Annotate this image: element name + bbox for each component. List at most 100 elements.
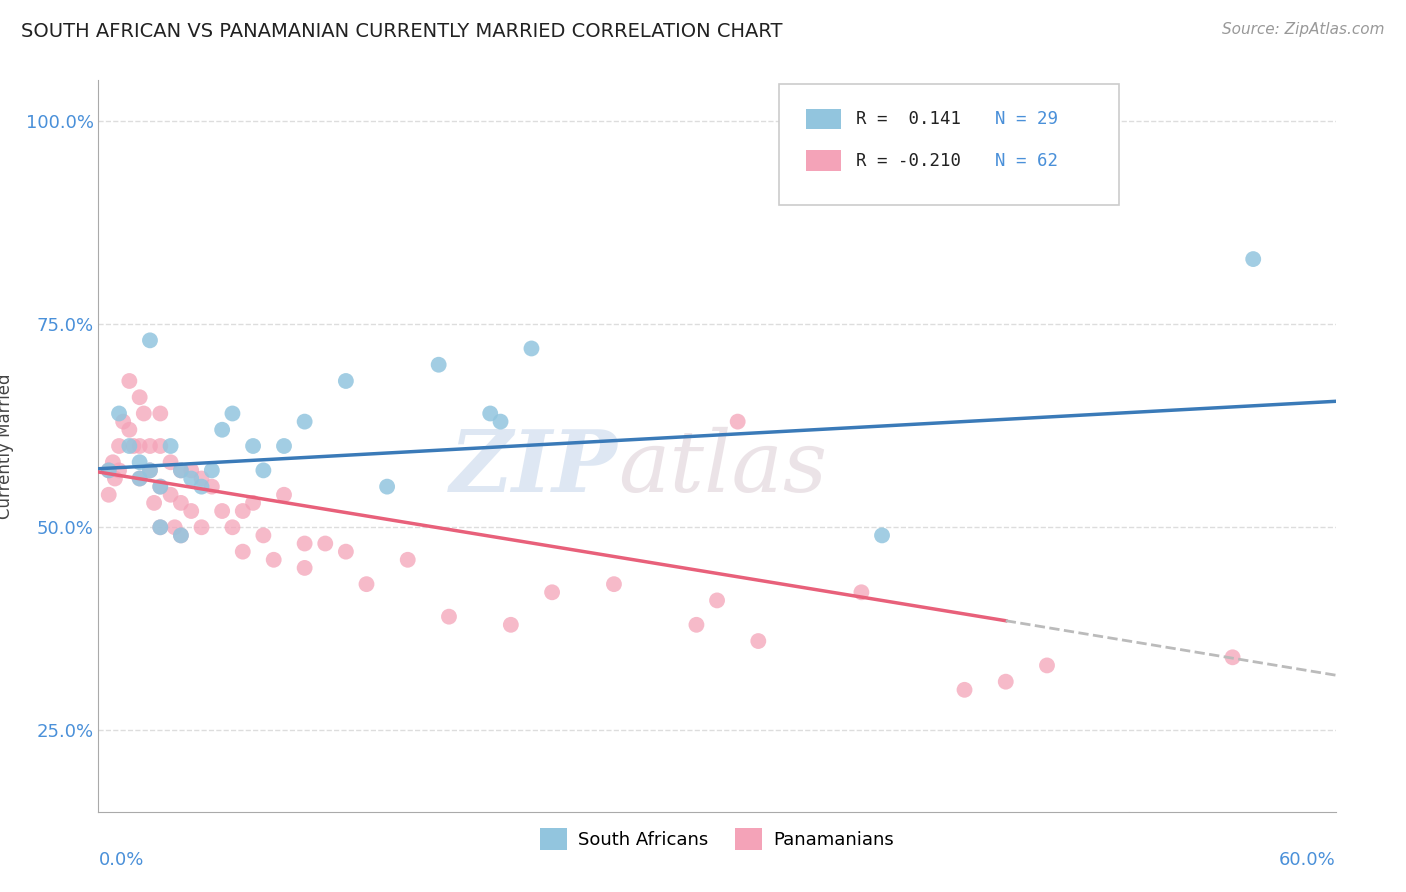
Point — [314, 536, 336, 550]
Point — [118, 374, 141, 388]
Point — [180, 471, 202, 485]
Point — [149, 520, 172, 534]
Point — [211, 423, 233, 437]
Point — [97, 488, 120, 502]
Point — [706, 593, 728, 607]
Point — [221, 407, 243, 421]
Point — [499, 617, 522, 632]
Point — [159, 488, 181, 502]
Point — [190, 520, 212, 534]
Text: R =  0.141: R = 0.141 — [856, 110, 960, 128]
Point — [149, 520, 172, 534]
Point — [139, 463, 162, 477]
Point — [180, 463, 202, 477]
Point — [273, 488, 295, 502]
Point — [201, 463, 224, 477]
Point — [851, 585, 873, 599]
Point — [1241, 252, 1264, 266]
Point — [263, 553, 285, 567]
Point — [139, 439, 162, 453]
Point — [108, 407, 131, 421]
Point — [335, 374, 357, 388]
Point — [170, 528, 193, 542]
Point — [1036, 658, 1059, 673]
Point — [118, 439, 141, 453]
Point — [953, 682, 976, 697]
Point — [437, 609, 460, 624]
Point — [201, 480, 224, 494]
Point — [335, 544, 357, 558]
Point — [128, 390, 150, 404]
Point — [128, 471, 150, 485]
Point — [294, 415, 316, 429]
Point — [994, 674, 1017, 689]
Point — [190, 471, 212, 485]
Point — [396, 553, 419, 567]
Point — [101, 455, 124, 469]
Text: N = 29: N = 29 — [995, 110, 1059, 128]
Point — [170, 463, 193, 477]
Text: atlas: atlas — [619, 426, 827, 509]
Point — [211, 504, 233, 518]
Point — [232, 544, 254, 558]
Point — [294, 536, 316, 550]
Point — [139, 463, 162, 477]
Point — [108, 439, 131, 453]
Point — [180, 504, 202, 518]
Point — [747, 634, 769, 648]
Text: N = 62: N = 62 — [995, 152, 1059, 169]
Point — [232, 504, 254, 518]
Point — [143, 496, 166, 510]
Point — [149, 407, 172, 421]
Point — [479, 407, 502, 421]
Point — [97, 463, 120, 477]
Point — [132, 407, 155, 421]
Point — [252, 463, 274, 477]
Point — [122, 439, 145, 453]
Point — [273, 439, 295, 453]
Point — [870, 528, 893, 542]
Point — [1118, 813, 1140, 827]
Point — [108, 463, 131, 477]
Y-axis label: Currently Married: Currently Married — [0, 373, 14, 519]
Text: ZIP: ZIP — [450, 426, 619, 509]
Text: 60.0%: 60.0% — [1279, 851, 1336, 869]
Point — [375, 480, 398, 494]
Point — [294, 561, 316, 575]
Point — [112, 415, 135, 429]
Point — [104, 471, 127, 485]
Point — [149, 439, 172, 453]
Point — [520, 342, 543, 356]
Point — [149, 480, 172, 494]
Point — [242, 439, 264, 453]
Point — [603, 577, 626, 591]
Point — [97, 463, 120, 477]
FancyBboxPatch shape — [806, 151, 841, 171]
Point — [128, 471, 150, 485]
Point — [118, 423, 141, 437]
Point — [221, 520, 243, 534]
Point — [1222, 650, 1244, 665]
Point — [139, 334, 162, 348]
Text: 0.0%: 0.0% — [98, 851, 143, 869]
Point — [1180, 854, 1202, 868]
Point — [489, 415, 512, 429]
Point — [128, 439, 150, 453]
Point — [427, 358, 450, 372]
Point — [190, 480, 212, 494]
Point — [685, 617, 707, 632]
Point — [170, 496, 193, 510]
Point — [170, 463, 193, 477]
Point — [159, 455, 181, 469]
Point — [252, 528, 274, 542]
Point — [541, 585, 564, 599]
Point — [163, 520, 186, 534]
Text: SOUTH AFRICAN VS PANAMANIAN CURRENTLY MARRIED CORRELATION CHART: SOUTH AFRICAN VS PANAMANIAN CURRENTLY MA… — [21, 22, 783, 41]
FancyBboxPatch shape — [806, 109, 841, 129]
Text: Source: ZipAtlas.com: Source: ZipAtlas.com — [1222, 22, 1385, 37]
Legend: South Africans, Panamanians: South Africans, Panamanians — [533, 821, 901, 857]
Point — [170, 528, 193, 542]
Point — [159, 439, 181, 453]
Point — [727, 415, 749, 429]
Point — [356, 577, 378, 591]
